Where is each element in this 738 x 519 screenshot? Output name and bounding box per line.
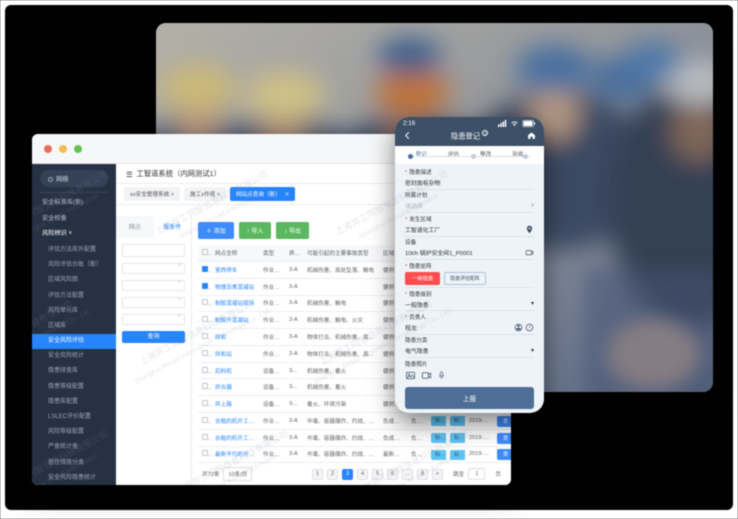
svg-text:?: ?: [528, 325, 531, 330]
